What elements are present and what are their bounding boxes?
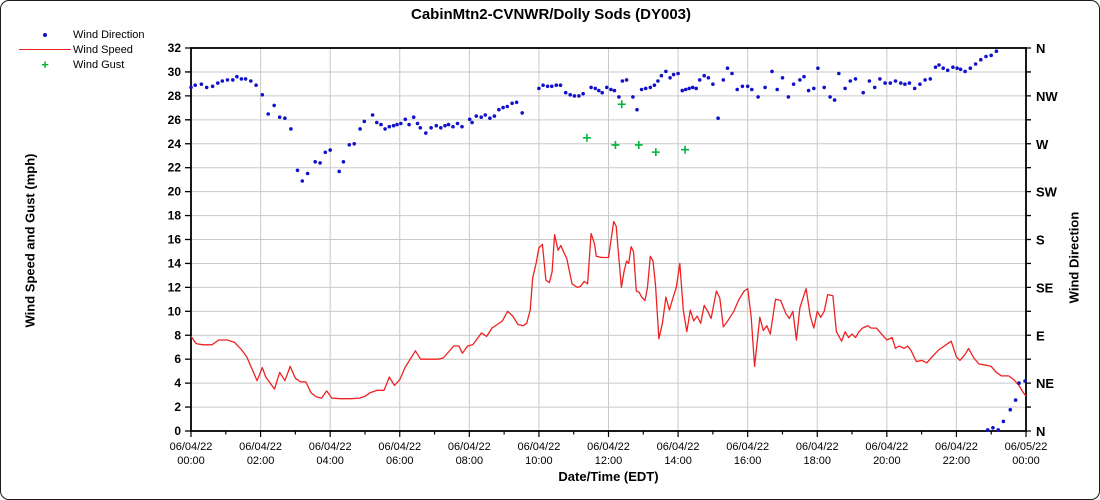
- x-tick-date-label: 06/04/22: [657, 441, 700, 453]
- x-tick-time-label: 04:00: [316, 455, 344, 467]
- x-tick-time-label: 00:00: [1012, 455, 1040, 467]
- wind-gust-marks: [582, 100, 690, 157]
- legend-item-wind-speed: Wind Speed: [17, 42, 145, 57]
- x-tick-date-label: 06/04/22: [309, 441, 352, 453]
- y-left-tick-label: 4: [174, 376, 181, 390]
- x-tick-time-label: 08:00: [456, 455, 484, 467]
- x-tick-date-label: 06/04/22: [378, 441, 421, 453]
- y-left-tick-label: 26: [168, 113, 182, 127]
- axes: 02468101214161820222426283032NNEESESSWWN…: [168, 41, 1059, 467]
- y-left-tick-label: 6: [174, 352, 181, 366]
- x-tick-time-label: 22:00: [943, 455, 971, 467]
- x-tick-date-label: 06/04/22: [448, 441, 491, 453]
- x-tick-time-label: 12:00: [595, 455, 623, 467]
- y-left-tick-label: 32: [168, 41, 182, 55]
- y-left-tick-label: 2: [174, 400, 181, 414]
- plot-border: [190, 47, 1027, 432]
- x-tick-time-label: 16:00: [734, 455, 762, 467]
- x-tick-time-label: 06:00: [386, 455, 414, 467]
- x-axis-title: Date/Time (EDT): [558, 469, 659, 484]
- y-left-tick-label: 10: [168, 304, 182, 318]
- legend-item-wind-gust: + Wind Gust: [17, 57, 145, 72]
- x-tick-date-label: 06/04/22: [239, 441, 282, 453]
- y-left-tick-label: 30: [168, 65, 182, 79]
- y-right-tick-label: SE: [1036, 280, 1054, 295]
- wind-speed-line-icon: [17, 49, 73, 50]
- y-left-tick-label: 16: [168, 233, 182, 247]
- y-left-tick-label: 14: [168, 256, 182, 270]
- y-right-tick-label: N: [1036, 424, 1045, 439]
- wind-speed-line: [190, 220, 1027, 400]
- y-right-tick-label: S: [1036, 233, 1045, 248]
- y-right-tick-label: N: [1036, 41, 1045, 56]
- y-left-tick-label: 22: [168, 161, 182, 175]
- x-tick-time-label: 14:00: [664, 455, 692, 467]
- y-left-tick-label: 12: [168, 280, 182, 294]
- x-tick-date-label: 06/04/22: [935, 441, 978, 453]
- x-tick-date-label: 06/04/22: [865, 441, 908, 453]
- y-right-tick-label: W: [1036, 137, 1049, 152]
- y-right-tick-label: NW: [1036, 89, 1058, 104]
- legend-label: Wind Gust: [73, 58, 125, 71]
- x-tick-time-label: 10:00: [525, 455, 553, 467]
- legend-label: Wind Speed: [73, 43, 133, 56]
- y-left-tick-label: 28: [168, 89, 182, 103]
- y-left-tick-label: 8: [174, 328, 181, 342]
- y-right-tick-label: E: [1036, 328, 1045, 343]
- legend-item-wind-direction: Wind Direction: [17, 27, 145, 42]
- x-tick-date-label: 06/05/22: [1005, 441, 1048, 453]
- wind-direction-dot-icon: [17, 32, 73, 37]
- x-tick-date-label: 06/04/22: [726, 441, 769, 453]
- x-tick-time-label: 20:00: [873, 455, 901, 467]
- x-tick-date-label: 06/04/22: [518, 441, 561, 453]
- wind-gust-plus-icon: +: [41, 56, 49, 72]
- y-left-tick-label: 24: [168, 137, 182, 151]
- legend: Wind Direction Wind Speed + Wind Gust: [17, 27, 145, 72]
- y-left-tick-label: 20: [168, 185, 182, 199]
- legend-label: Wind Direction: [73, 28, 145, 41]
- x-tick-time-label: 18:00: [803, 455, 831, 467]
- x-tick-time-label: 02:00: [247, 455, 275, 467]
- gridlines: [191, 48, 1026, 431]
- x-tick-date-label: 06/04/22: [170, 441, 213, 453]
- chart-title: CabinMtn2-CVNWR/Dolly Sods (DY003): [410, 6, 692, 23]
- y-left-tick-label: 0: [174, 424, 181, 438]
- wind-direction-dots: [189, 49, 1027, 432]
- x-tick-date-label: 06/04/22: [587, 441, 630, 453]
- y-right-tick-label: SW: [1036, 185, 1058, 200]
- y-right-tick-label: NE: [1036, 376, 1054, 391]
- x-tick-date-label: 06/04/22: [796, 441, 839, 453]
- x-tick-time-label: 00:00: [177, 455, 205, 467]
- y-left-tick-label: 18: [168, 209, 182, 223]
